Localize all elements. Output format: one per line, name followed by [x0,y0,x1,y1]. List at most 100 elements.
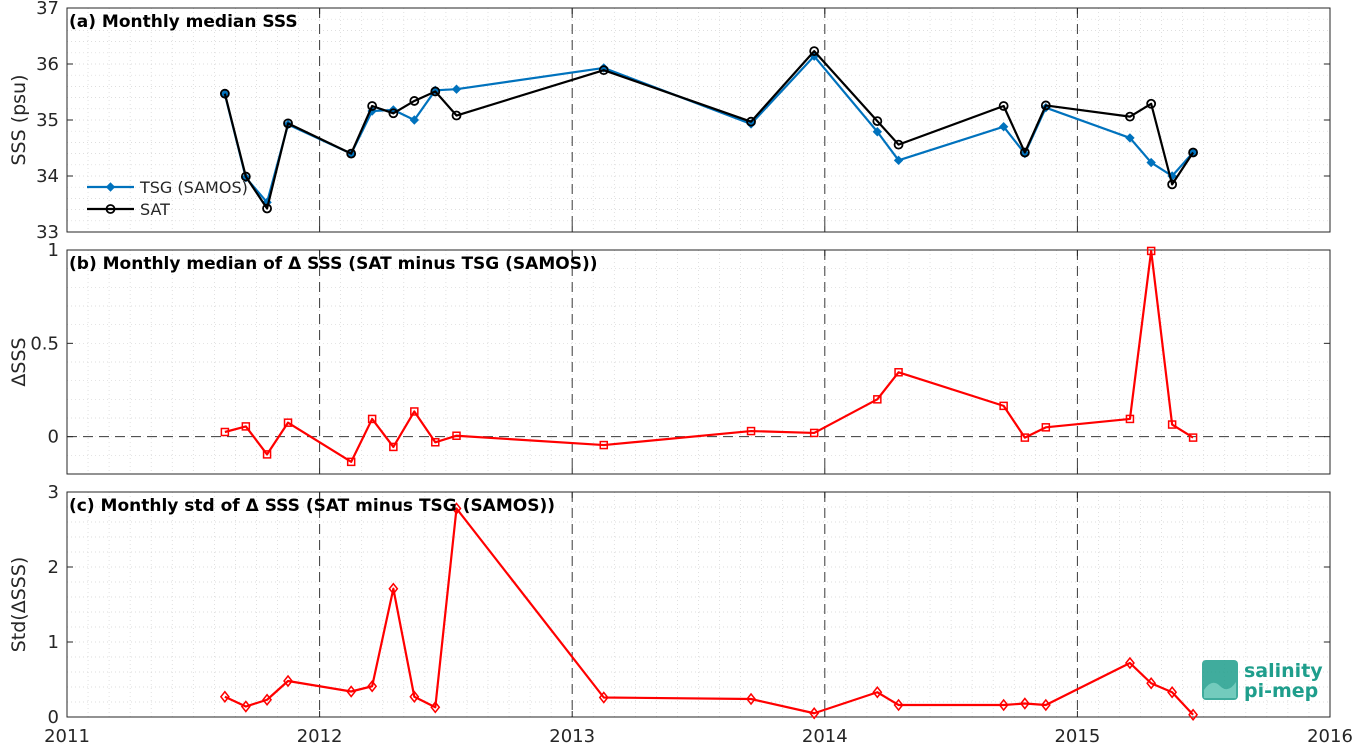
series-delta [219,502,1199,721]
data-point [998,122,1009,132]
data-point [451,84,462,94]
panel-a: 33 34 35 36 37 SSS (psu) (a) Monthly median SS… [8,0,1331,243]
data-point [409,115,420,125]
data-point [1040,698,1051,712]
data-point [389,442,398,452]
data-point [1167,686,1178,699]
data-point [872,127,883,137]
y-tick-label: 33 [36,222,59,243]
data-point [872,116,883,127]
logo-wave-shape [1204,682,1236,698]
x-tick-label: 2012 [297,726,343,745]
data-point [893,155,904,166]
axes-frame [66,491,1331,718]
data-point [367,101,378,111]
x-tick-label: 2013 [549,726,595,745]
x-tick-label: 2015 [1054,726,1100,745]
legend: TSG (SAMOS) SAT [87,178,248,219]
data-point [998,698,1009,712]
data-point [430,86,441,97]
data-point [219,88,230,99]
data-point [746,116,756,127]
panel-title: (b) Monthly median of Δ SSS (SAT minus T… [69,254,598,274]
x-tick-label: 2016 [1307,726,1353,745]
y-tick-label: 1 [48,632,59,653]
panel-title: (c) Monthly std of Δ SSS (SAT minus TSG … [69,496,555,516]
y-tick-label: 3 [48,482,59,503]
panel-c: 0 1 2 3 2011 2012 2013 2014 2015 2016 Std(ΔSSS) (c)… [8,482,1353,745]
data-point [999,401,1008,411]
data-point [283,674,293,688]
data-point [1167,420,1177,429]
data-point [1125,414,1135,424]
series-line [224,249,1194,463]
data-point [241,422,251,431]
data-point [346,148,357,159]
data-point [283,418,293,427]
legend-label: TSG (SAMOS) [139,178,248,197]
y-tick-label: 34 [36,166,59,187]
grid [66,491,1331,718]
data-point [1125,111,1135,122]
panel-b: 0 0.5 1 ΔSSS (b) Monthly median of Δ SSS (SA… [8,240,1331,475]
y-tick-label: 36 [36,54,59,75]
data-point [283,118,293,129]
data-point [809,428,819,438]
data-point [598,65,609,76]
data-point [1146,246,1156,256]
logo-line2: pi-mep [1244,680,1318,702]
data-point [893,698,904,712]
data-point [262,203,272,214]
series-line [223,50,1195,210]
y-tick-label: 1 [48,240,59,261]
data-point [1146,98,1157,109]
data-point [599,440,609,450]
y-tick-label: 0 [48,707,59,728]
data-point [262,693,273,706]
data-point [431,438,440,447]
legend-swatch-marker [105,204,116,214]
panels: 33 34 35 36 37 SSS (psu) (a) Monthly median SS… [8,0,1353,745]
data-point [598,691,609,704]
data-point [262,450,272,459]
data-point [346,685,357,698]
y-tick-label: 0.5 [30,333,59,354]
data-point [894,368,903,377]
series-line [224,507,1194,716]
y-tick-label: 35 [36,110,59,131]
data-point [240,700,251,713]
data-point [1041,423,1051,432]
data-point [388,582,399,595]
data-point [1188,708,1199,721]
data-point [240,171,251,182]
series-delta [220,246,1198,467]
salinity-pimep-logo: salinity pi-mep [1202,660,1323,702]
data-point [1167,179,1178,190]
data-point [367,414,377,424]
data-point [430,701,441,714]
y-axis-label: SSS (psu) [8,74,30,165]
data-point [872,686,883,699]
data-point [452,431,461,440]
data-point [809,46,820,57]
data-point [220,427,230,437]
data-point [1040,100,1051,111]
data-point [219,690,230,703]
series-sat [219,46,1198,214]
data-point [1124,656,1135,670]
data-point [1020,433,1030,442]
y-tick-label: 0 [48,427,59,448]
data-point [1125,133,1135,143]
y-axis-label: Std(ΔSSS) [8,557,30,653]
legend-label: SAT [140,200,170,219]
data-point [746,692,757,706]
logo-line1: salinity [1244,660,1323,682]
data-point [746,426,756,436]
y-tick-label: 2 [48,557,59,578]
y-tick-label: 37 [36,0,59,19]
data-point [893,139,904,150]
data-point [388,108,399,119]
data-point [809,707,820,720]
data-point [451,110,462,121]
